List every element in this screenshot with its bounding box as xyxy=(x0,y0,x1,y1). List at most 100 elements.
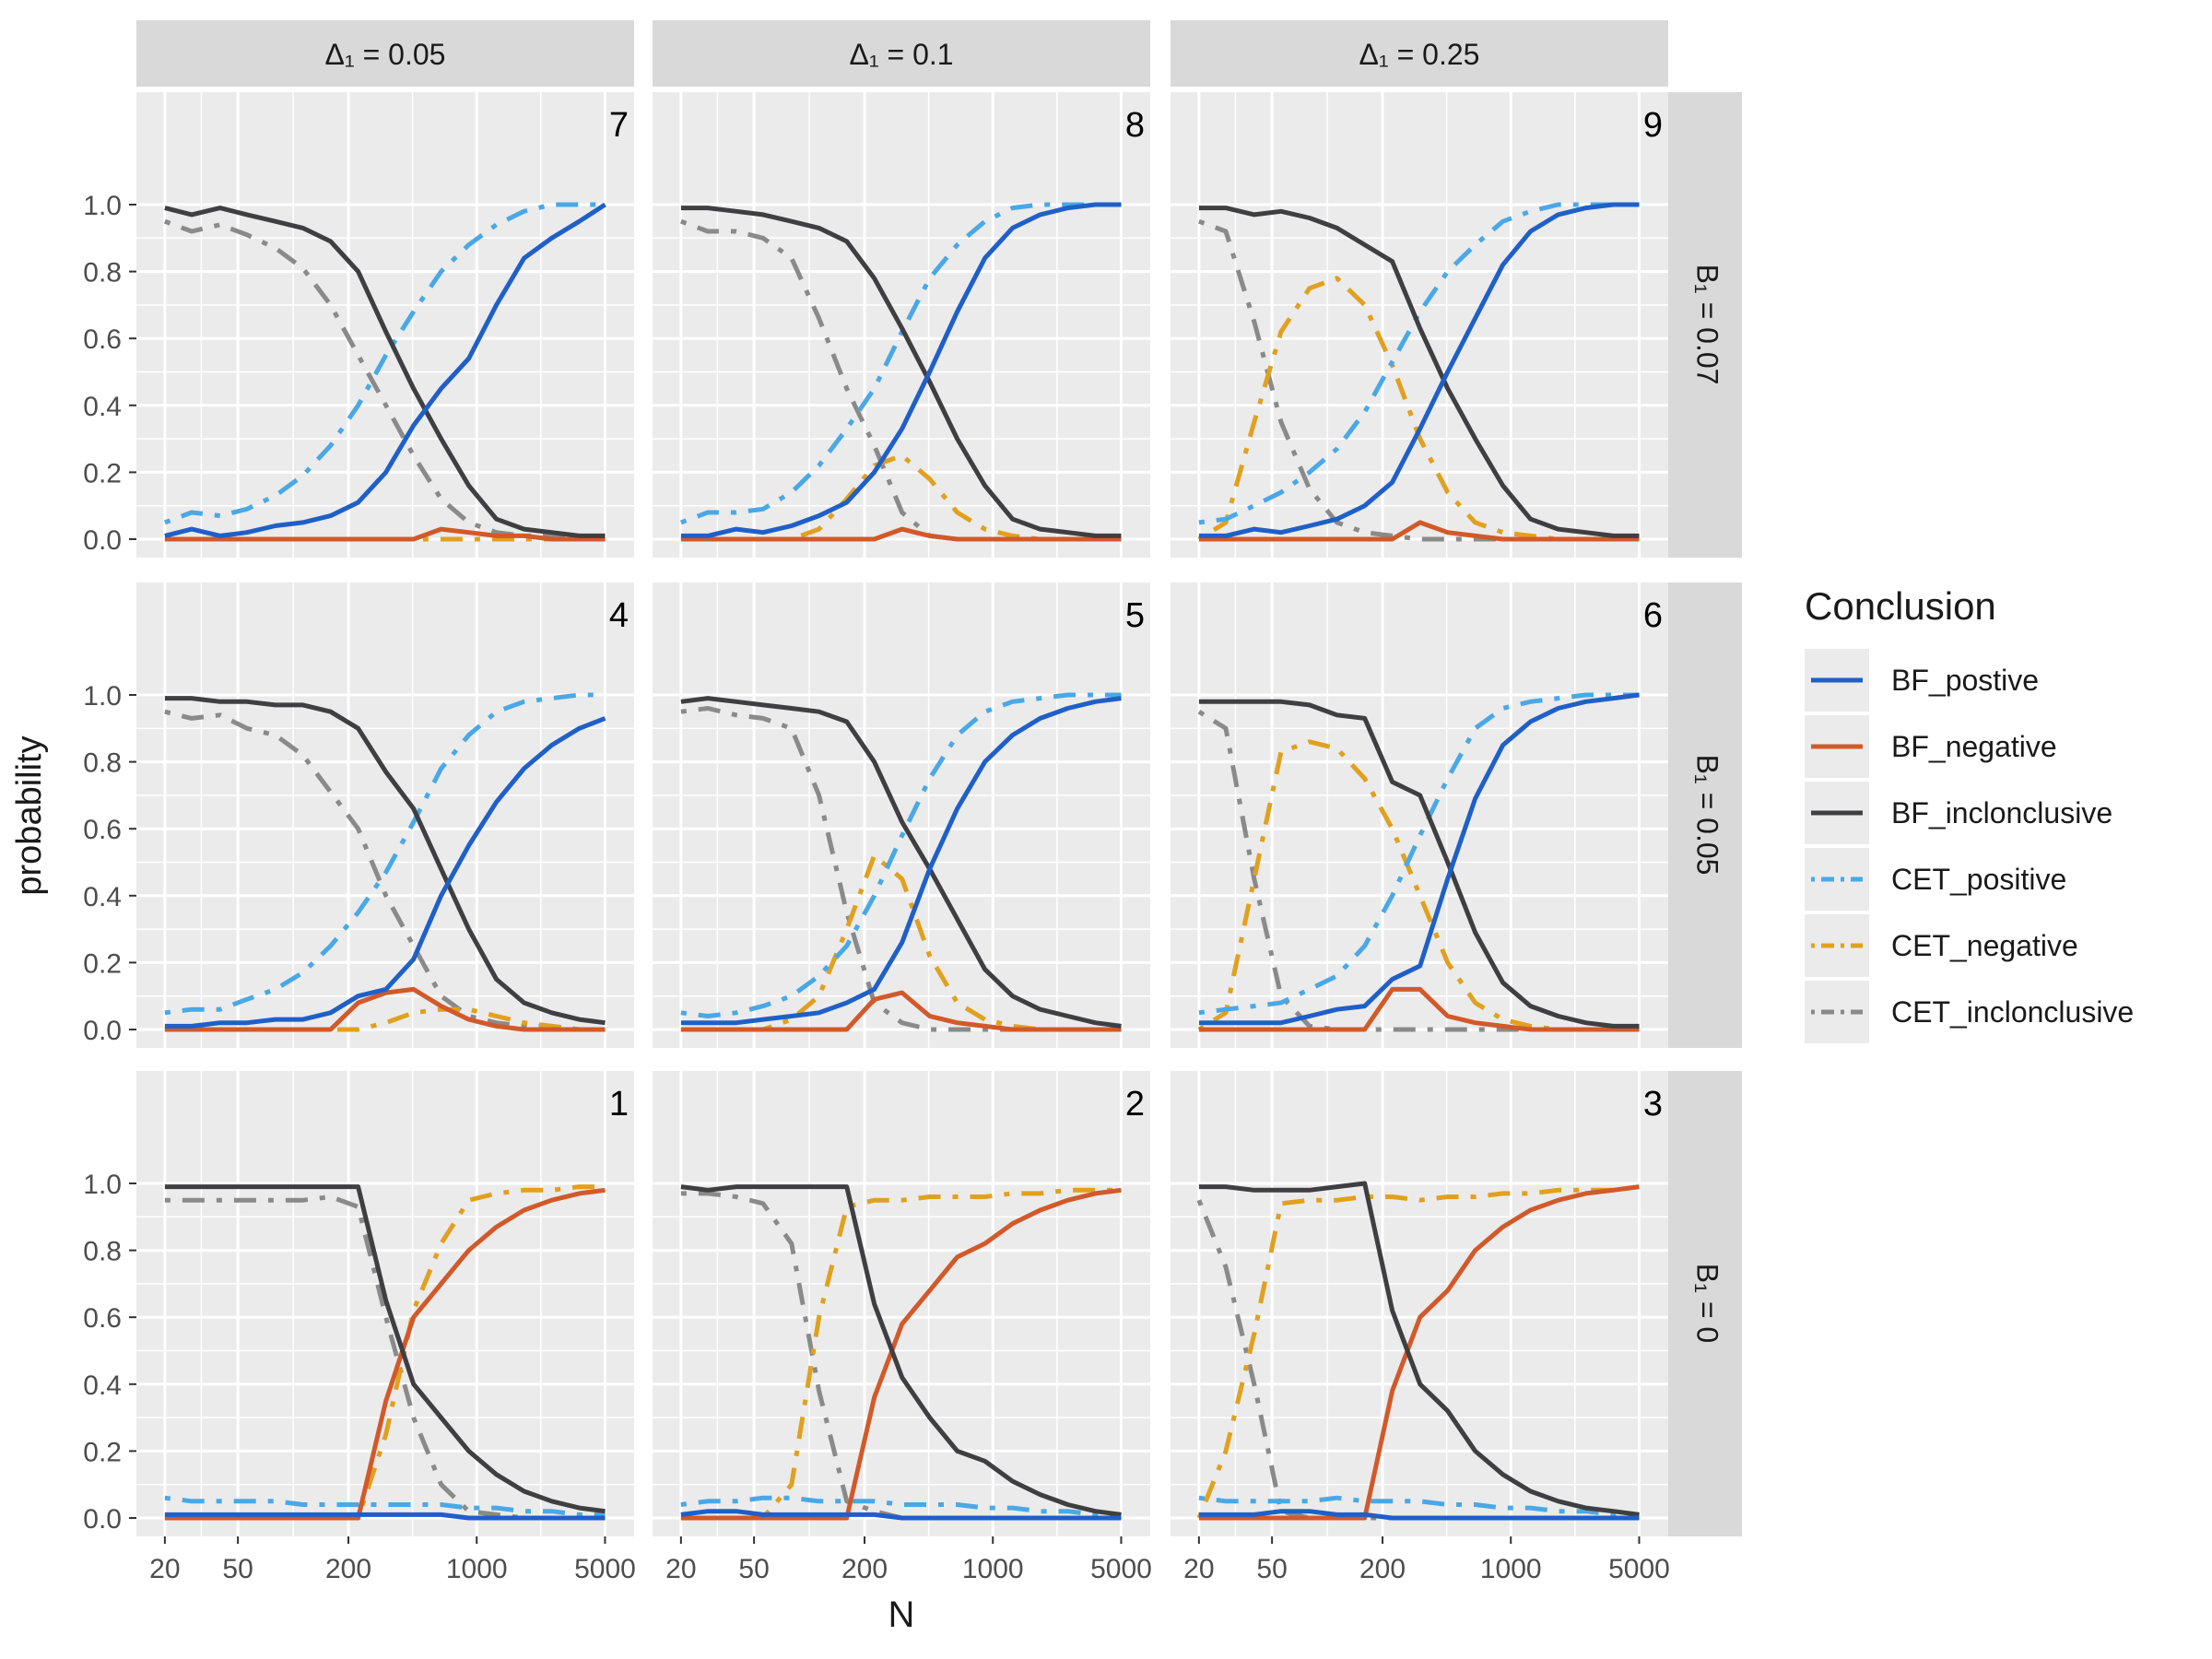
row-strip-3-label: B₁ = 0 xyxy=(1691,1264,1724,1343)
legend-key-CET_negative xyxy=(1805,914,1869,977)
series-line-BF_inclonclusive-panel-4 xyxy=(164,696,606,1026)
series-line-BF_inclonclusive-panel-1 xyxy=(164,1184,606,1514)
x-axis-title: N xyxy=(888,1594,915,1635)
y-tick-label: 1.0 xyxy=(83,191,122,221)
series-line-CET_positive-panel-2 xyxy=(680,1495,1122,1517)
panel-background xyxy=(653,1071,1150,1536)
panel-number: 4 xyxy=(609,596,629,635)
panel-4: 4 xyxy=(136,582,634,1048)
column-strips: Δ₁ = 0.05 Δ₁ = 0.1 Δ₁ = 0.25 xyxy=(136,20,1668,87)
legend-label: CET_negative xyxy=(1891,929,2078,962)
x-tick-label: 5000 xyxy=(574,1554,636,1584)
y-tick-label: 0.8 xyxy=(83,748,122,779)
series-line-CET_inclonclusive-panel-7 xyxy=(164,218,606,542)
x-tick-label: 20 xyxy=(1183,1554,1214,1584)
y-tick-label: 1.0 xyxy=(83,1170,122,1200)
row-strip-3 xyxy=(1668,1071,1742,1536)
legend-key-BF_negative xyxy=(1805,715,1869,778)
panel-number: 7 xyxy=(609,106,629,145)
x-tick-label: 20 xyxy=(665,1554,696,1584)
row-strips: B₁ = 0.07 B₁ = 0.05 B₁ = 0 xyxy=(1668,92,1742,1536)
legend-key-BF_postive xyxy=(1805,649,1869,712)
series-line-BF_postive-panel-7 xyxy=(164,202,606,538)
series-line-BF_postive-panel-4 xyxy=(164,716,606,1029)
x-tick-label: 200 xyxy=(325,1554,371,1584)
y-tick-label: 0.0 xyxy=(83,1016,122,1046)
series-line-BF_negative-panel-1 xyxy=(164,1187,606,1521)
x-tick-label: 1000 xyxy=(446,1554,508,1584)
series-line-CET_positive-panel-3 xyxy=(1198,1495,1640,1517)
y-tick-label: 0.6 xyxy=(83,815,122,845)
x-tick-label: 5000 xyxy=(1090,1554,1152,1584)
series-line-CET_inclonclusive-panel-5 xyxy=(680,706,1122,1032)
y-tick-label: 0.4 xyxy=(83,1371,122,1401)
series-line-BF_postive-panel-3 xyxy=(1198,1509,1640,1521)
y-axis-title: probability xyxy=(10,735,49,895)
series-line-CET_inclonclusive-panel-9 xyxy=(1198,218,1640,542)
series-line-BF_negative-panel-7 xyxy=(164,526,606,542)
y-tick-label: 0.2 xyxy=(83,458,122,488)
series-line-CET_positive-panel-6 xyxy=(1198,692,1640,1016)
x-tick-label: 1000 xyxy=(1480,1554,1542,1584)
series-line-BF_inclonclusive-panel-6 xyxy=(1198,699,1640,1029)
column-strip-3-label: Δ₁ = 0.25 xyxy=(1359,38,1480,71)
series-line-CET_positive-panel-5 xyxy=(680,692,1122,1018)
panel-8: 8 xyxy=(653,92,1150,558)
legend-key-CET_inclonclusive xyxy=(1805,981,1869,1043)
row-strip-1 xyxy=(1668,92,1742,558)
legend-title: Conclusion xyxy=(1805,584,1996,628)
x-tick-label: 50 xyxy=(1256,1554,1287,1584)
y-tick-label: 1.0 xyxy=(83,681,122,712)
column-strip-2-label: Δ₁ = 0.1 xyxy=(849,38,953,71)
y-tick-label: 0.8 xyxy=(83,258,122,288)
x-tick-label: 50 xyxy=(222,1554,253,1584)
panel-1: 1 xyxy=(136,1071,634,1536)
column-strip-3 xyxy=(1171,20,1668,87)
column-strip-1 xyxy=(136,20,634,87)
y-tick-label: 0.8 xyxy=(83,1237,122,1267)
series-line-BF_inclonclusive-panel-8 xyxy=(680,206,1122,538)
legend-label: CET_positive xyxy=(1891,863,2066,896)
series-line-BF_postive-panel-8 xyxy=(680,202,1122,538)
axes: 0.0 0.2 0.4 0.6 0.8 1.0 0.0 0.2 0.4 0.6 0.8 1.0 0.0 0… xyxy=(83,191,1670,1584)
panel-2: 2 xyxy=(653,1071,1150,1536)
series-line-BF_inclonclusive-panel-2 xyxy=(680,1184,1122,1517)
series-line-CET_positive-panel-4 xyxy=(164,692,606,1016)
series-line-BF_inclonclusive-panel-9 xyxy=(1198,206,1640,538)
x-tick-label: 1000 xyxy=(962,1554,1024,1584)
series-line-BF_postive-panel-2 xyxy=(680,1509,1122,1521)
series-line-BF_negative-panel-5 xyxy=(680,990,1122,1032)
panel-9: 9 xyxy=(1171,92,1668,558)
panel-number: 1 xyxy=(609,1085,629,1124)
y-tick-label: 0.6 xyxy=(83,324,122,355)
row-strip-1-label: B₁ = 0.07 xyxy=(1691,265,1724,385)
panel-7: 7 xyxy=(136,92,634,558)
series-line-BF_inclonclusive-panel-7 xyxy=(164,206,606,538)
row-strip-2 xyxy=(1668,582,1742,1048)
y-tick-label: 0.4 xyxy=(83,882,122,912)
legend: Conclusion BF_postive BF_negative BF_inclo… xyxy=(1805,584,2134,1043)
series-line-CET_positive-panel-1 xyxy=(164,1495,606,1517)
series-line-BF_postive-panel-9 xyxy=(1198,202,1640,538)
panel-number: 3 xyxy=(1643,1085,1663,1124)
legend-label: BF_postive xyxy=(1891,664,2039,697)
series-line-BF_negative-panel-6 xyxy=(1198,986,1640,1032)
series-line-CET_positive-panel-7 xyxy=(164,202,606,525)
series-line-BF_negative-panel-9 xyxy=(1198,520,1640,542)
column-strip-2 xyxy=(653,20,1150,87)
legend-key-CET_positive xyxy=(1805,848,1869,911)
legend-label: CET_inclonclusive xyxy=(1891,995,2134,1029)
series-line-BF_postive-panel-6 xyxy=(1198,692,1640,1026)
x-tick-label: 200 xyxy=(1359,1554,1406,1584)
series-line-BF_inclonclusive-panel-3 xyxy=(1198,1181,1640,1517)
legend-label: BF_inclonclusive xyxy=(1891,796,2112,830)
y-tick-label: 0.6 xyxy=(83,1303,122,1334)
legend-label: BF_negative xyxy=(1891,730,2057,763)
panel-number: 6 xyxy=(1643,596,1663,635)
panels: 7 8 9 4 5 6 1 2 3 xyxy=(136,92,1668,1536)
panel-3: 3 xyxy=(1171,1071,1668,1536)
series-line-CET_inclonclusive-panel-3 xyxy=(1196,1199,1640,1521)
y-tick-label: 0.4 xyxy=(83,392,122,422)
series-line-CET_positive-panel-9 xyxy=(1198,202,1640,525)
